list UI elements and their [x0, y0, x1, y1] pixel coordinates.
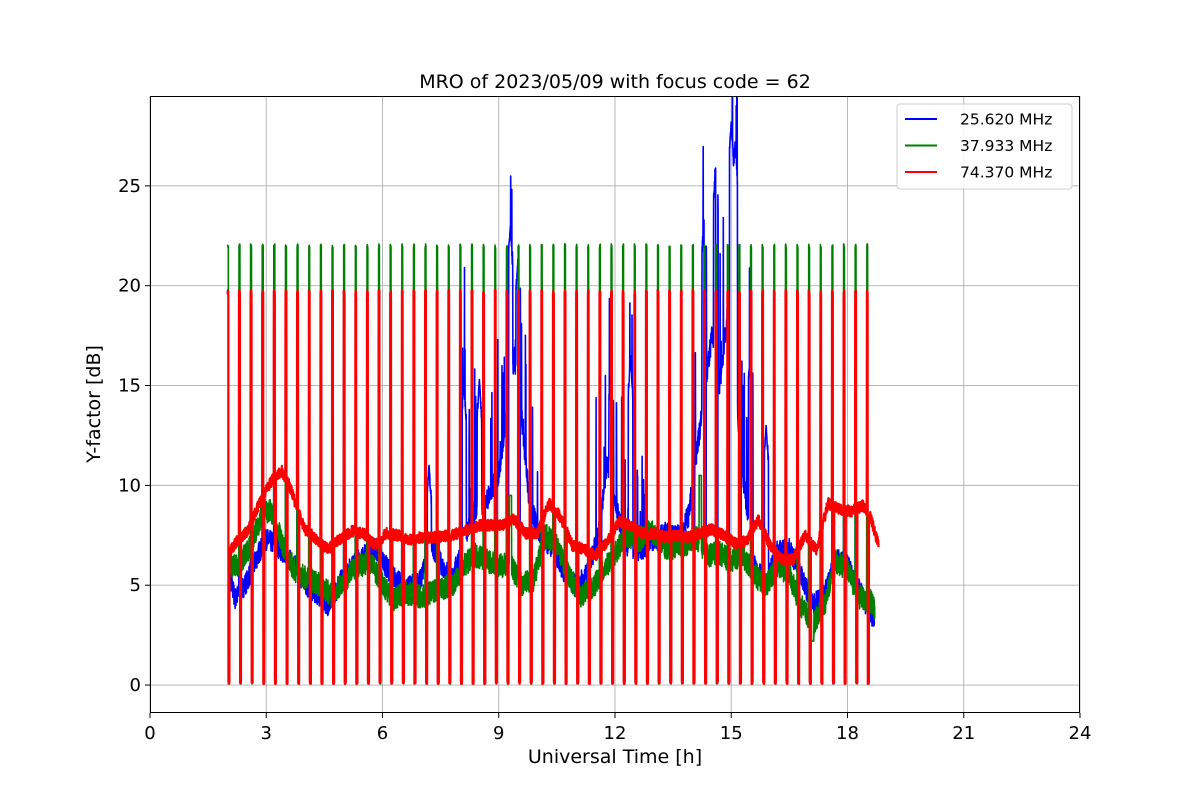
y-tick-label: 20: [118, 276, 141, 297]
x-tick-label: 21: [952, 723, 975, 744]
x-tick-label: 0: [144, 723, 155, 744]
x-tick-label: 18: [836, 723, 859, 744]
y-axis-label: Y-factor [dB]: [83, 345, 105, 464]
y-tick-label: 25: [118, 176, 141, 197]
x-tick-label: 15: [720, 723, 743, 744]
y-tick-label: 15: [118, 376, 141, 397]
legend-label: 74.370 MHz: [960, 164, 1052, 182]
series-line-74370: [226, 288, 880, 686]
legend-box: [896, 103, 1073, 190]
legend-label: 37.933 MHz: [960, 137, 1052, 155]
y-tick-label: 0: [130, 675, 141, 696]
legend-label: 25.620 MHz: [960, 111, 1052, 129]
ticks: 0 3 6 9 12 15 18 21 24 0 5 10 15 20 25: [118, 176, 1091, 744]
x-tick-label: 24: [1069, 723, 1092, 744]
x-tick-label: 12: [604, 723, 627, 744]
x-tick-label: 3: [261, 723, 272, 744]
x-tick-label: 9: [493, 723, 504, 744]
x-tick-label: 6: [377, 723, 388, 744]
y-tick-label: 10: [118, 475, 141, 496]
chart-title: MRO of 2023/05/09 with focus code = 62: [419, 71, 811, 93]
legend: 25.620 MHz 37.933 MHz 74.370 MHz: [896, 103, 1073, 190]
series-layer: [226, 97, 880, 686]
series-line-37933: [226, 243, 876, 685]
x-axis-label: Universal Time [h]: [528, 746, 702, 768]
plot-frame: [150, 96, 1080, 713]
y-tick-label: 5: [130, 575, 141, 596]
